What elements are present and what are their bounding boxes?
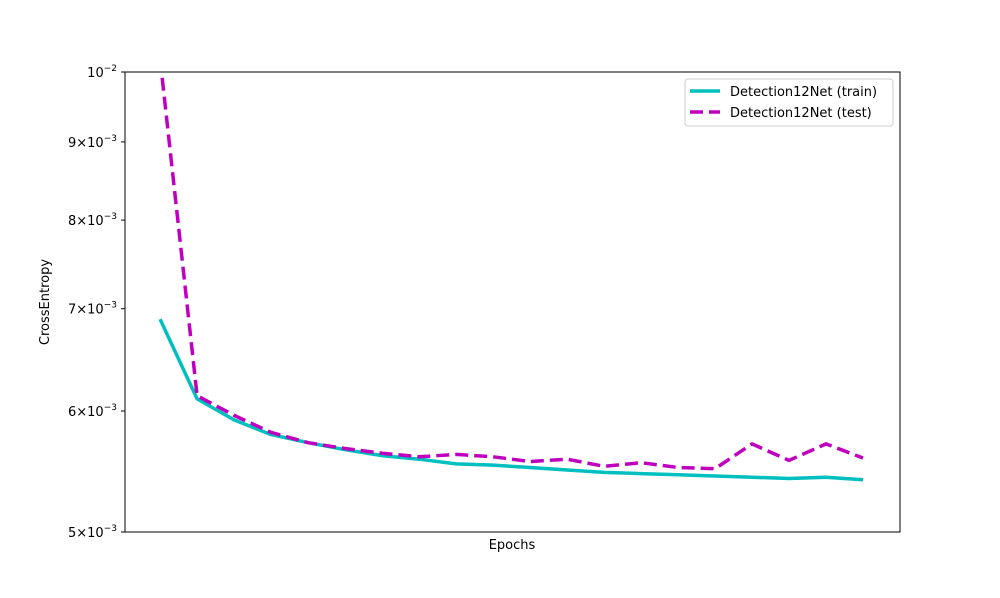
y-tick-label-base: 6×10 (68, 405, 104, 420)
y-tick-label-exponent: −3 (104, 134, 117, 144)
x-axis-label: Epochs (489, 538, 536, 553)
y-tick-label: 8×10−3 (68, 212, 117, 229)
y-tick-label-base: 8×10 (68, 214, 104, 229)
series-line-test (159, 72, 864, 471)
y-tick-label: 5×10−3 (68, 524, 117, 541)
y-tick-label: 9×10−3 (68, 134, 117, 151)
series-layer (158, 72, 864, 482)
legend-label-train: Detection12Net (train) (730, 85, 877, 100)
y-tick-label-exponent: −2 (104, 64, 117, 74)
y-tick-label-exponent: −3 (104, 212, 117, 222)
y-tick-label-exponent: −3 (104, 403, 117, 413)
y-tick-label-exponent: −3 (104, 524, 117, 534)
y-axis: 5×10−36×10−37×10−38×10−39×10−310−2 (68, 64, 125, 541)
legend-box (684, 78, 894, 127)
legend-label-test: Detection12Net (test) (730, 106, 872, 121)
y-tick-label-base: 7×10 (68, 303, 104, 318)
plot-background (125, 72, 900, 532)
y-tick-label: 10−2 (87, 64, 117, 81)
y-tick-label: 7×10−3 (68, 301, 117, 318)
y-tick-label-base: 5×10 (68, 526, 104, 541)
legend: Detection12Net (train) Detection12Net (t… (684, 78, 894, 127)
series-line-train (158, 318, 864, 482)
plot-frame (124, 71, 901, 533)
y-tick-label: 6×10−3 (68, 403, 117, 420)
y-tick-label-base: 10 (87, 66, 104, 81)
y-axis-label: CrossEntropy (38, 259, 53, 345)
y-tick-label-exponent: −3 (104, 301, 117, 311)
y-tick-label-base: 9×10 (68, 136, 104, 151)
